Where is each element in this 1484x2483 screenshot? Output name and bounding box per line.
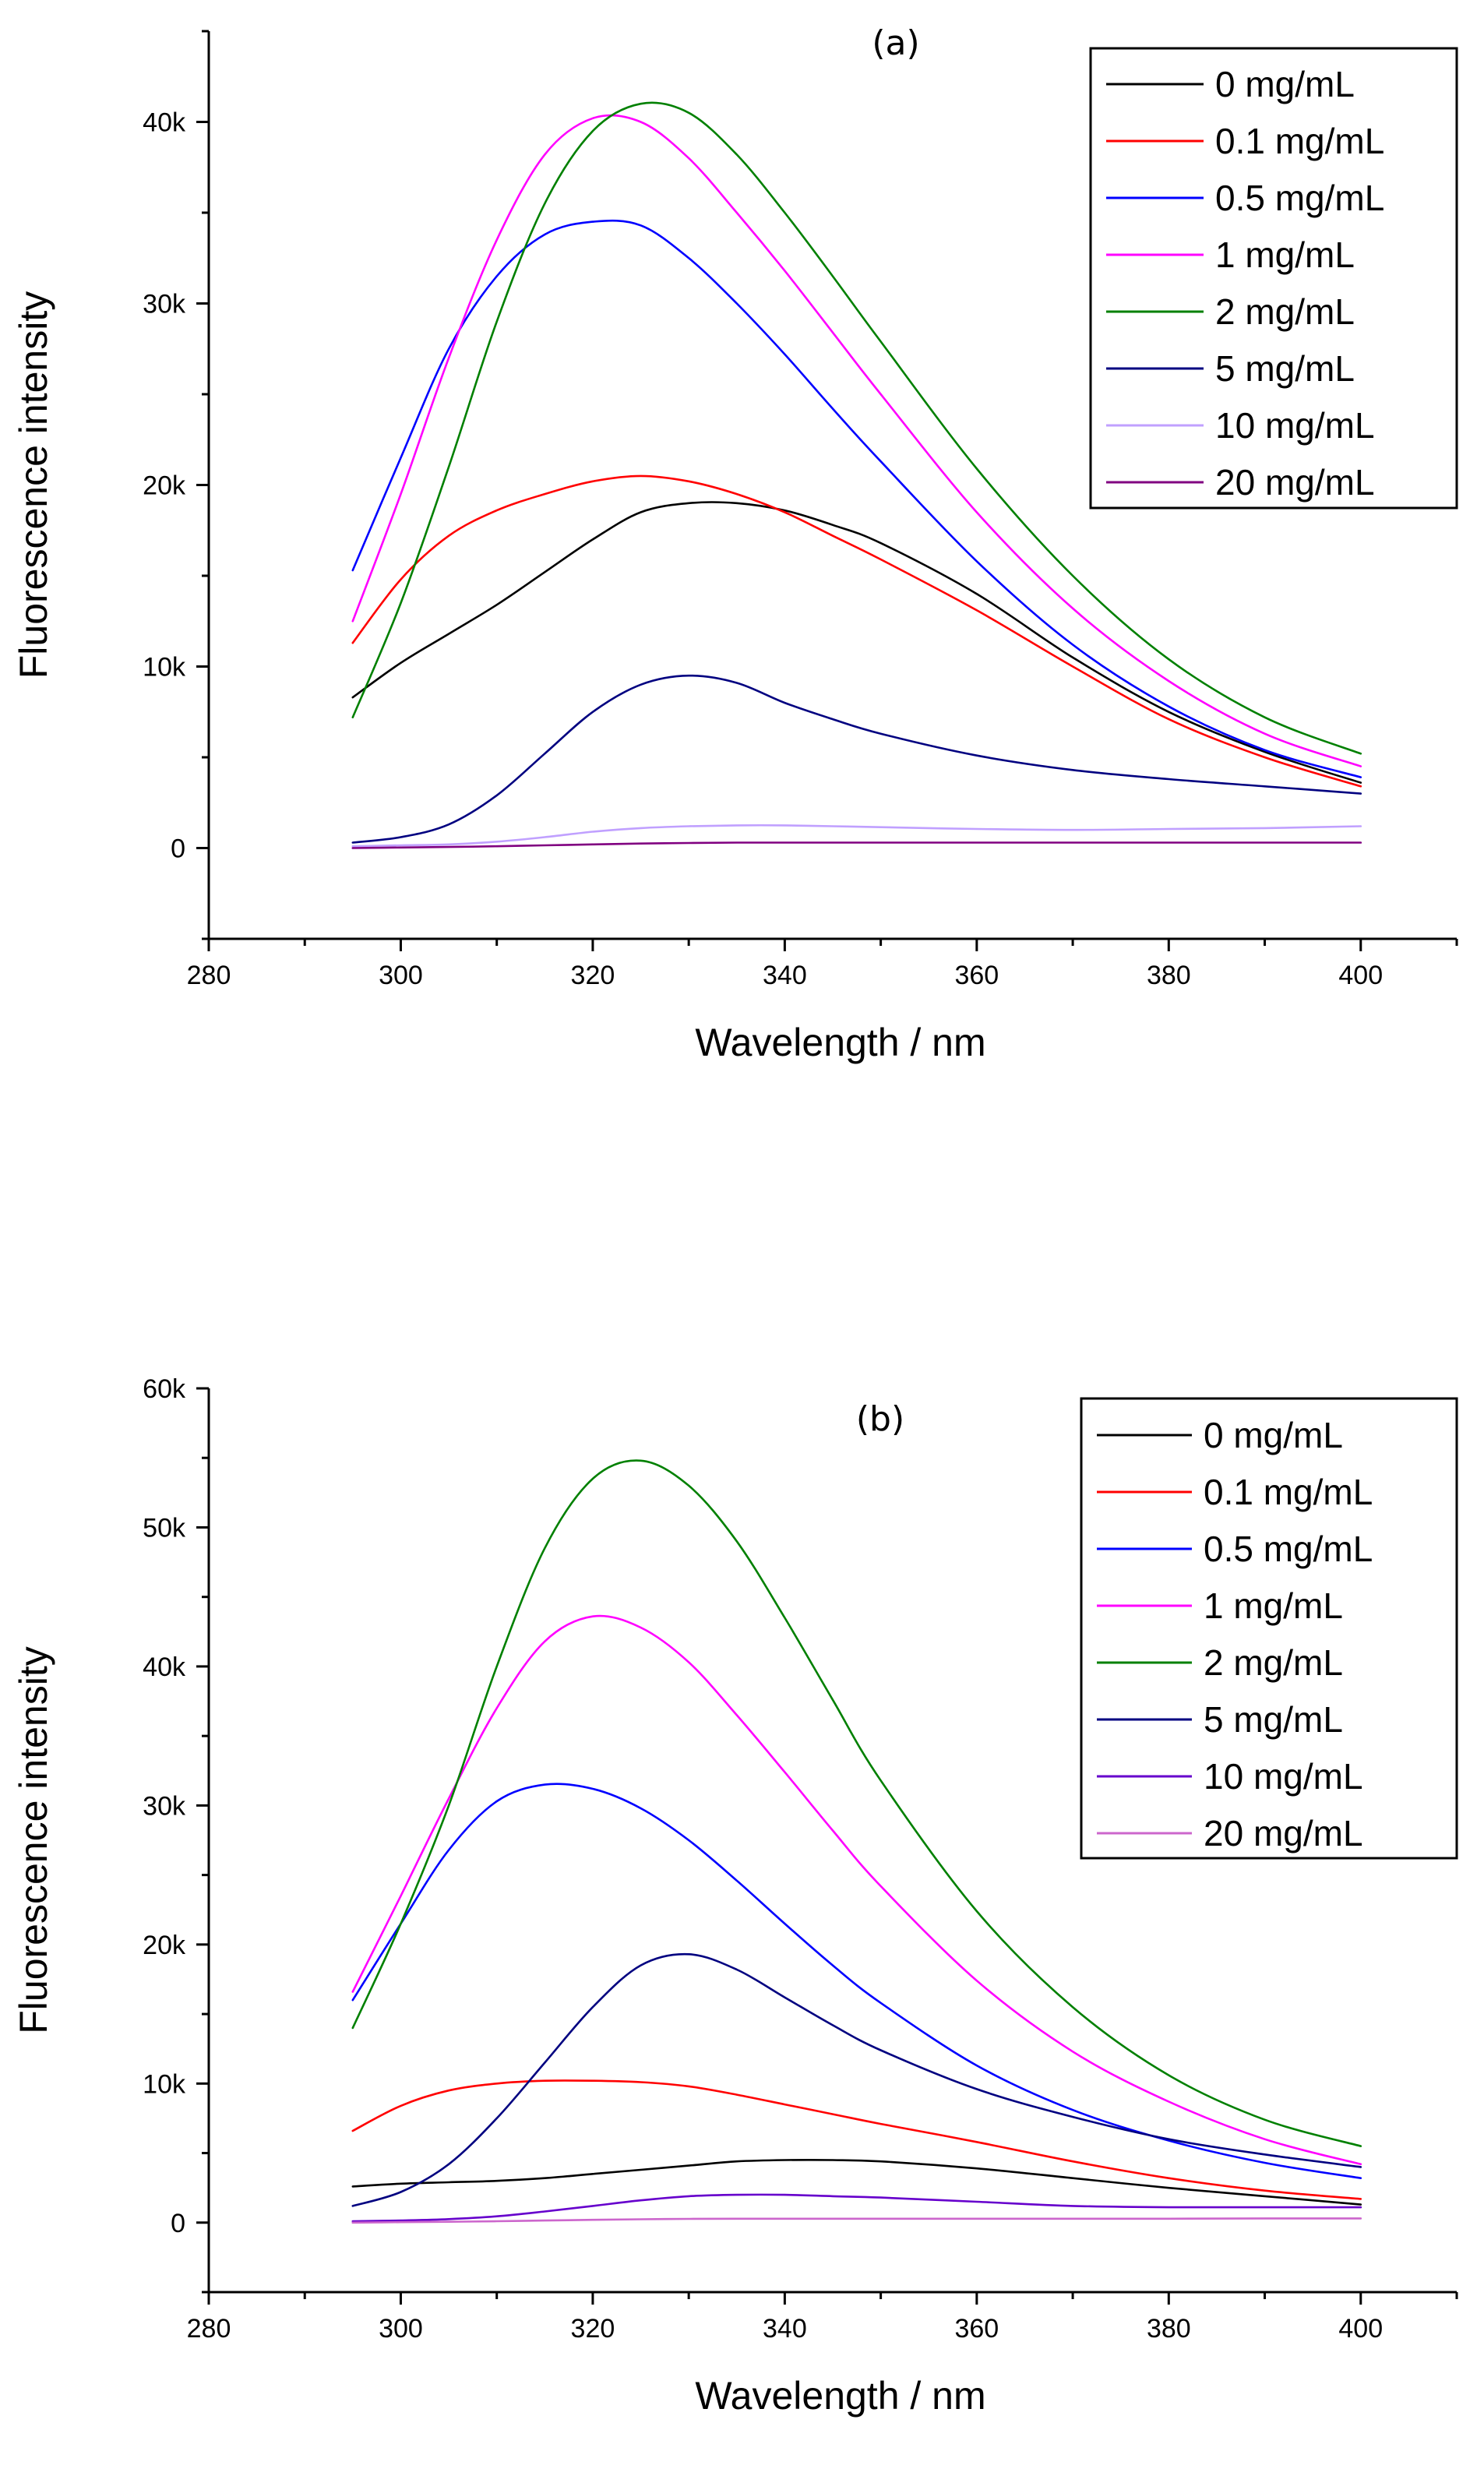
legend: 0 mg/mL 0.1 mg/mL 0.5 mg/mL 1 mg/mL 2 mg/mL 5… <box>1080 1397 1458 1860</box>
legend-label: 5 mg/mL <box>1204 1699 1343 1740</box>
y-tick-label: 30k <box>143 1791 186 1821</box>
legend-label: 10 mg/mL <box>1215 405 1375 446</box>
series-line-5-mg-ml <box>351 674 1362 844</box>
legend-label: 0.5 mg/mL <box>1215 178 1384 218</box>
x-tick-label: 340 <box>763 961 807 990</box>
series-line-20-mg-ml <box>351 841 1362 849</box>
legend-box <box>1089 47 1458 510</box>
series-line-2-mg-ml <box>351 101 1362 755</box>
legend-label: 0 mg/mL <box>1215 64 1355 104</box>
legend-label: 1 mg/mL <box>1215 235 1355 275</box>
series-line-20-mg-ml <box>351 2217 1362 2224</box>
y-tick-label: 10k <box>143 653 186 682</box>
series-line-10-mg-ml <box>351 824 1362 848</box>
y-tick-label: 40k <box>143 1652 186 1682</box>
series-line-0-mg-ml <box>351 501 1362 784</box>
y-tick-label: 0 <box>171 2209 185 2238</box>
legend-label: 2 mg/mL <box>1204 1642 1343 1683</box>
series-line-2-mg-ml <box>351 1459 1362 2147</box>
x-tick-label: 320 <box>571 961 615 990</box>
x-tick-label: 280 <box>187 961 231 990</box>
chart-panel-b: 280 300 320 340 360 380 400 0 10k 20k 30k 40k 50k 60k… <box>12 1374 1458 2418</box>
legend-label: 0.5 mg/mL <box>1204 1529 1373 1569</box>
y-tick-label: 20k <box>143 1931 186 1960</box>
legend-label: 1 mg/mL <box>1204 1585 1343 1626</box>
series-line-1-mg-ml <box>351 1614 1362 2166</box>
y-tick-label: 30k <box>143 290 186 319</box>
panel-label: (b) <box>856 1399 904 1439</box>
series-line-0-5-mg-ml <box>351 219 1362 778</box>
x-tick-label: 300 <box>379 961 423 990</box>
series-line-0-mg-ml <box>351 2158 1362 2206</box>
legend-box <box>1080 1397 1458 1860</box>
x-tick-label: 400 <box>1338 2314 1383 2344</box>
legend-label: 0.1 mg/mL <box>1215 121 1384 161</box>
x-tick-label: 360 <box>954 961 999 990</box>
series-line-0-1-mg-ml <box>351 474 1362 788</box>
chart-panel-a: 280 300 320 340 360 380 400 0 10k 20k 30k 40k Wavele… <box>12 23 1458 1064</box>
legend-label: 5 mg/mL <box>1215 348 1355 389</box>
x-tick-label: 320 <box>571 2314 615 2344</box>
x-axis-title: Wavelength / nm <box>695 1021 985 1064</box>
y-tick-label: 40k <box>143 108 186 138</box>
y-tick-label: 60k <box>143 1374 186 1404</box>
series-line-0-1-mg-ml <box>351 2079 1362 2200</box>
y-tick-label: 50k <box>143 1513 186 1543</box>
legend-label: 2 mg/mL <box>1215 291 1355 332</box>
panel-label: (a) <box>872 23 919 63</box>
x-tick-label: 360 <box>954 2314 999 2344</box>
x-tick-label: 400 <box>1338 961 1383 990</box>
legend-label: 0.1 mg/mL <box>1204 1472 1373 1512</box>
y-axis-title: Fluorescence intensity <box>12 291 55 679</box>
series-line-1-mg-ml <box>351 114 1362 767</box>
x-tick-label: 380 <box>1147 2314 1191 2344</box>
x-tick-label: 380 <box>1147 961 1191 990</box>
y-axis-title: Fluorescence intensity <box>12 1646 55 2033</box>
legend-label: 20 mg/mL <box>1204 1813 1363 1853</box>
series-line-5-mg-ml <box>351 1952 1362 2207</box>
y-tick-label: 0 <box>171 834 185 864</box>
x-tick-label: 340 <box>763 2314 807 2344</box>
x-tick-label: 280 <box>187 2314 231 2344</box>
x-axis-title: Wavelength / nm <box>695 2374 985 2418</box>
y-tick-label: 10k <box>143 2069 186 2099</box>
y-tick-label: 20k <box>143 471 186 501</box>
series-line-10-mg-ml <box>351 2193 1362 2223</box>
legend-label: 10 mg/mL <box>1204 1756 1363 1797</box>
legend-label: 20 mg/mL <box>1215 462 1375 503</box>
legend: 0 mg/mL 0.1 mg/mL 0.5 mg/mL 1 mg/mL 2 mg/mL 5… <box>1089 47 1458 510</box>
x-tick-label: 300 <box>379 2314 423 2344</box>
legend-label: 0 mg/mL <box>1204 1415 1343 1455</box>
